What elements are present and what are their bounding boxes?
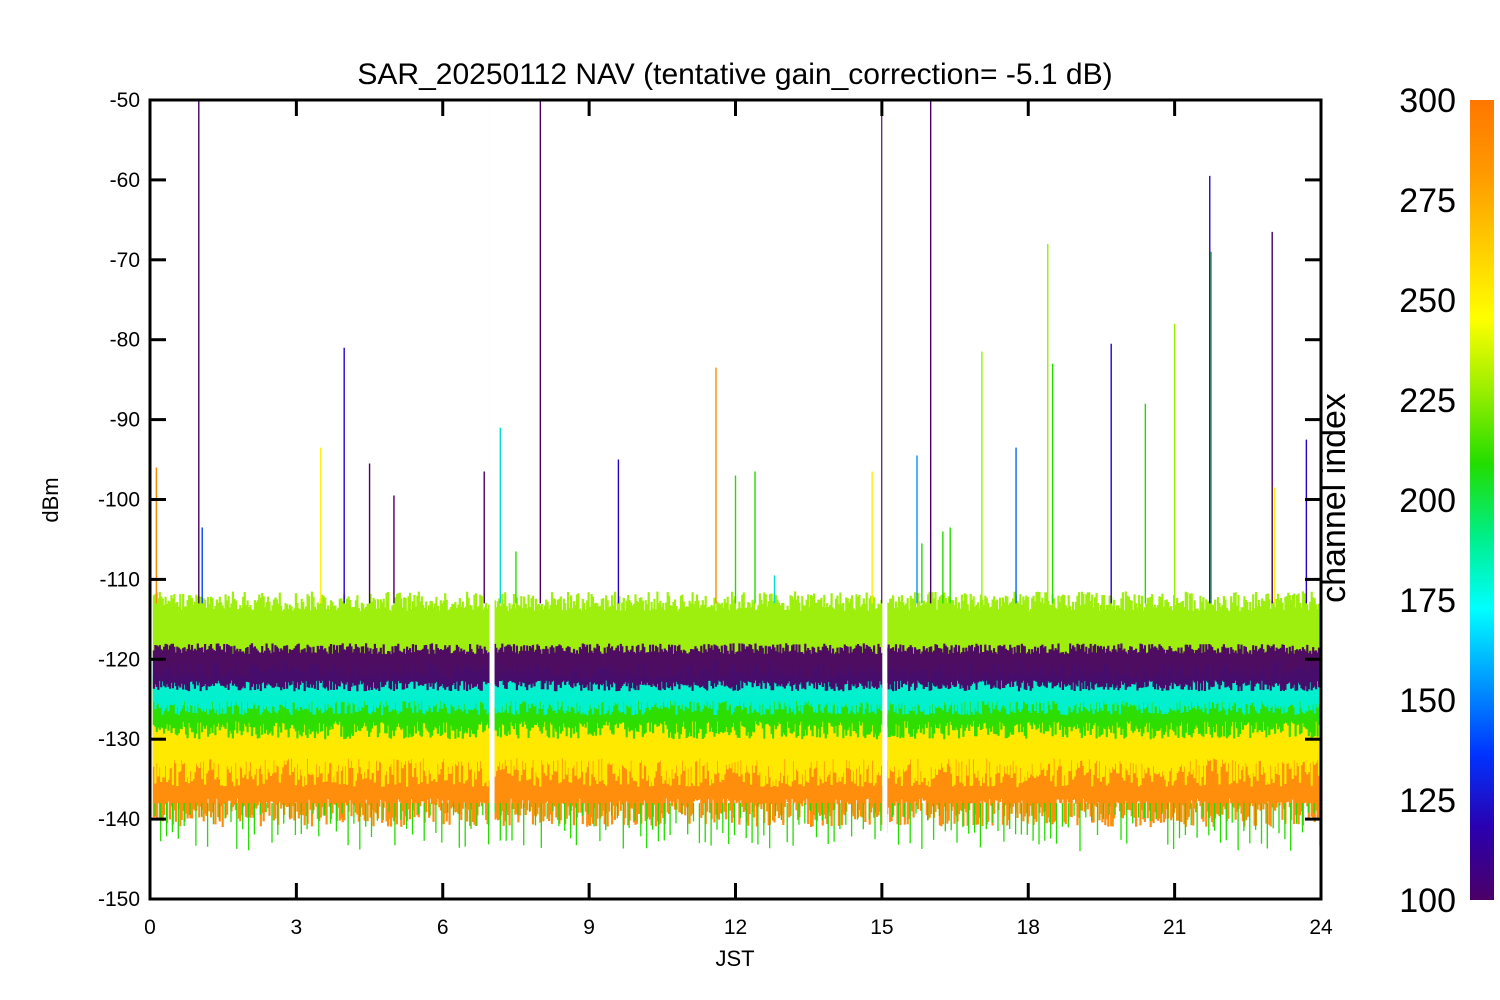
data-gaps [489, 100, 888, 899]
x-tick-label: 6 [437, 916, 449, 939]
colorbar-tick-label: 175 [1399, 582, 1456, 620]
low-outliers [154, 803, 1321, 851]
y-tick-label: -80 [110, 329, 140, 352]
y-tick-label: -150 [98, 888, 140, 911]
colorbar-tick-label: 250 [1399, 282, 1456, 320]
y-tick-label: -140 [98, 808, 140, 831]
colorbar-tick-label: 125 [1399, 782, 1456, 820]
colorbar-ticks: 300 275 250 225 200 175 150 125 100 [1399, 82, 1456, 920]
series-ch110 [152, 643, 1321, 692]
y-tick-label: -60 [110, 169, 140, 192]
colorbar [1470, 100, 1494, 900]
y-tick-label: -90 [110, 409, 140, 432]
data-gap [882, 100, 888, 899]
interference-spikes [155, 100, 1308, 604]
colorbar-tick-label: 300 [1399, 82, 1456, 120]
y-tick-label: -110 [100, 568, 140, 591]
colorbar-label: channel index [1315, 393, 1353, 603]
y-tick-label: -70 [110, 249, 140, 272]
y-tick-label: -120 [98, 648, 140, 671]
y-axis-label: dBm [38, 477, 63, 522]
colorbar-tick-label: 225 [1399, 382, 1456, 420]
x-tick-label: 0 [144, 916, 156, 939]
colorbar-tick-label: 200 [1399, 482, 1456, 520]
plot-area [152, 100, 1321, 899]
plot-frame [148, 98, 1323, 901]
colorbar-tick-label: 275 [1399, 182, 1456, 220]
x-tick-label: 15 [870, 916, 893, 939]
x-tick-label: 3 [291, 916, 303, 939]
x-tick-label: 21 [1163, 916, 1186, 939]
x-tick-label: 12 [724, 916, 747, 939]
series-ch250 [152, 591, 1321, 680]
y-tick-label: -130 [98, 728, 140, 751]
noise-bands [152, 591, 1321, 851]
x-tick-label: 9 [583, 916, 595, 939]
y-tick-label: -50 [110, 89, 140, 112]
x-axis-label: JST [715, 946, 754, 971]
data-gap [489, 100, 495, 899]
colorbar-tick-label: 100 [1399, 882, 1456, 920]
x-tick-label: 18 [1017, 916, 1040, 939]
colorbar-tick-label: 150 [1399, 682, 1456, 720]
x-tick-label: 24 [1309, 916, 1333, 939]
chart-title: SAR_20250112 NAV (tentative gain_correct… [357, 58, 1112, 91]
y-tick-label: -100 [98, 489, 140, 512]
